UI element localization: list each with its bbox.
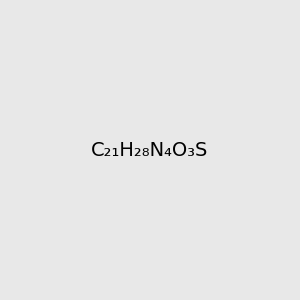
Text: C₂₁H₂₈N₄O₃S: C₂₁H₂₈N₄O₃S xyxy=(91,140,209,160)
